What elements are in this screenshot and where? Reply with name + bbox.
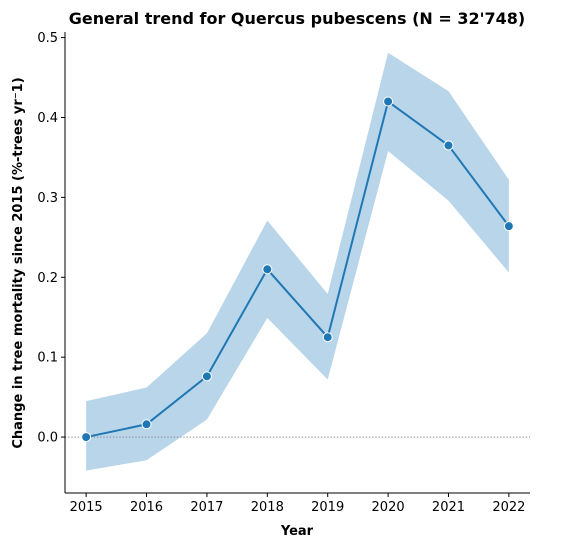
y-tick-label: 0.1 [37, 351, 58, 366]
data-point [503, 221, 514, 232]
data-point [262, 264, 273, 275]
y-tick-label: 0.2 [37, 271, 58, 286]
data-point [81, 432, 92, 443]
y-tick-label: 0.5 [37, 31, 58, 46]
x-tick-label: 2015 [70, 500, 103, 515]
y-tick-label: 0.0 [37, 431, 58, 446]
data-point [141, 419, 152, 430]
x-tick-label: 2020 [372, 500, 405, 515]
plot-area: 2015 2016 2017 2018 2019 2020 2021 2022 0.0 0.1 0.… [37, 31, 530, 515]
x-axis-label: Year [280, 524, 314, 539]
data-point [383, 96, 394, 107]
data-point [443, 140, 454, 151]
data-point [201, 371, 212, 382]
x-tick-label: 2021 [432, 500, 465, 515]
y-axis-label: Change in tree mortality since 2015 (%-t… [11, 77, 26, 448]
series-line [85, 100, 510, 439]
x-tick-label: 2019 [311, 500, 344, 515]
y-tick-label: 0.4 [37, 111, 58, 126]
x-tick-label: 2022 [492, 500, 525, 515]
confidence-band [86, 52, 509, 471]
x-tick-label: 2016 [130, 500, 163, 515]
x-tick-label: 2018 [251, 500, 284, 515]
x-tick-label: 2017 [190, 500, 223, 515]
y-tick-label: 0.3 [37, 191, 58, 206]
data-point [322, 332, 333, 343]
chart-title: General trend for Quercus pubescens (N =… [69, 9, 526, 28]
